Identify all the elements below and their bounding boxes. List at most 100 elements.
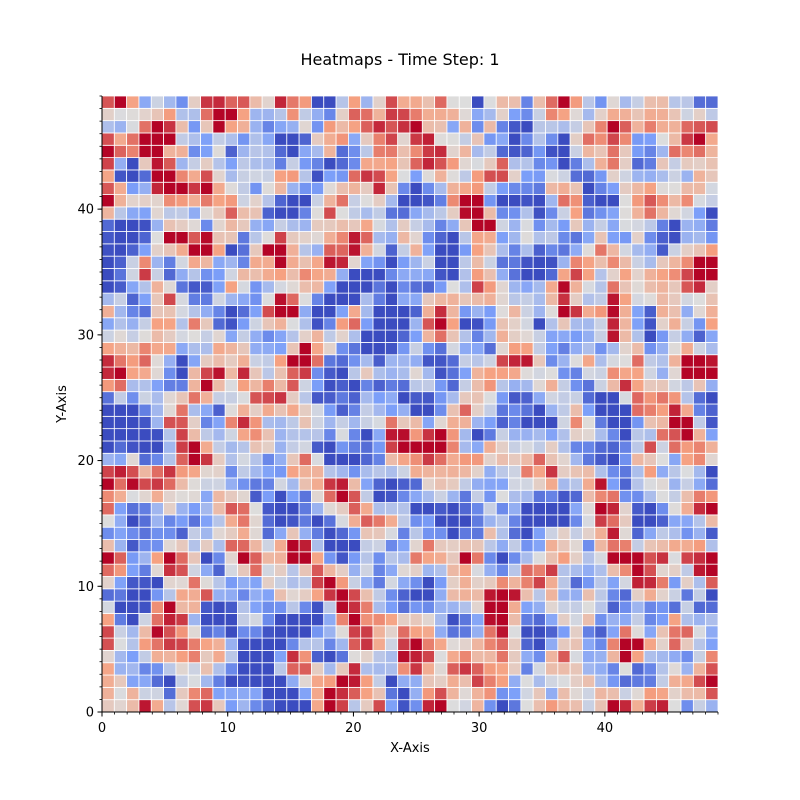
heatmap-cell xyxy=(274,502,288,516)
heatmap-cell xyxy=(113,613,128,627)
heatmap-cell xyxy=(126,662,140,676)
heatmap-cell xyxy=(261,378,275,393)
heatmap-cell xyxy=(569,243,583,257)
heatmap-cell xyxy=(569,662,583,676)
heatmap-cell xyxy=(237,169,251,183)
heatmap-cell xyxy=(101,144,115,158)
heatmap-cell xyxy=(286,699,300,713)
heatmap-cell xyxy=(545,403,559,417)
heatmap-cell xyxy=(286,107,300,122)
heatmap-cell xyxy=(421,502,436,516)
heatmap-cell xyxy=(434,391,448,405)
heatmap-cell xyxy=(200,317,214,331)
heatmap-cell xyxy=(656,181,670,195)
heatmap-cell xyxy=(360,132,374,146)
heatmap-cell xyxy=(446,132,460,146)
heatmap-cell xyxy=(582,625,596,639)
heatmap-cell xyxy=(347,132,362,146)
heatmap-cell xyxy=(631,243,645,257)
heatmap-cell xyxy=(446,280,460,294)
heatmap-cell xyxy=(249,539,263,553)
heatmap-cell xyxy=(434,292,448,306)
heatmap-cell xyxy=(619,662,633,676)
heatmap-cell xyxy=(113,366,128,380)
heatmap-cell xyxy=(138,341,152,356)
heatmap-cell xyxy=(372,477,386,491)
heatmap-cell xyxy=(508,378,522,393)
heatmap-cell xyxy=(212,403,226,417)
heatmap-cell xyxy=(360,477,374,491)
heatmap-cell xyxy=(705,588,719,602)
heatmap-cell xyxy=(150,329,164,343)
heatmap-cell xyxy=(594,489,608,503)
heatmap-cell xyxy=(175,206,189,220)
heatmap-cell xyxy=(619,157,633,171)
heatmap-cell xyxy=(409,206,423,220)
heatmap-cell xyxy=(680,686,694,701)
heatmap-cell xyxy=(495,576,509,590)
heatmap-cell xyxy=(619,502,633,516)
heatmap-cell xyxy=(458,576,472,590)
heatmap-cell xyxy=(569,440,583,454)
heatmap-cell xyxy=(347,243,362,257)
heatmap-cell xyxy=(520,650,534,664)
heatmap-cell xyxy=(557,144,571,158)
heatmap-cell xyxy=(335,514,349,528)
heatmap-cell xyxy=(212,305,226,319)
heatmap-cell xyxy=(643,637,657,651)
heatmap-cell xyxy=(421,686,436,701)
heatmap-cell xyxy=(175,317,189,331)
heatmap-cell xyxy=(656,452,670,466)
heatmap-cell xyxy=(680,292,694,306)
heatmap-cell xyxy=(668,576,682,590)
heatmap-cell xyxy=(520,218,534,232)
heatmap-cell xyxy=(323,452,337,466)
heatmap-cell xyxy=(323,662,337,676)
heatmap-cell xyxy=(508,292,522,306)
heatmap-cell xyxy=(150,563,164,577)
heatmap-cell xyxy=(680,354,694,368)
heatmap-cell xyxy=(249,403,263,417)
heatmap-cell xyxy=(520,600,534,614)
heatmap-cell xyxy=(643,341,657,356)
heatmap-cell xyxy=(631,157,645,171)
heatmap-cell xyxy=(274,243,288,257)
heatmap-cell xyxy=(582,699,596,713)
heatmap-cell xyxy=(471,403,485,417)
heatmap-cell xyxy=(175,686,189,701)
heatmap-cell xyxy=(138,489,152,503)
heatmap-cell xyxy=(274,613,288,627)
heatmap-cell xyxy=(705,292,719,306)
heatmap-cell xyxy=(569,341,583,356)
heatmap-cell xyxy=(631,317,645,331)
heatmap-cell xyxy=(421,551,436,565)
heatmap-cell xyxy=(471,341,485,356)
heatmap-cell xyxy=(163,489,177,503)
heatmap-cell xyxy=(631,132,645,146)
heatmap-cell xyxy=(631,231,645,245)
heatmap-cell xyxy=(360,391,374,405)
heatmap-cell xyxy=(705,699,719,713)
heatmap-cell xyxy=(692,378,707,393)
heatmap-cell xyxy=(582,465,596,479)
heatmap-cell xyxy=(212,107,226,122)
heatmap-cell xyxy=(692,391,707,405)
heatmap-cell xyxy=(557,341,571,356)
heatmap-cell xyxy=(323,120,337,134)
heatmap-cell xyxy=(347,452,362,466)
heatmap-cell xyxy=(606,637,620,651)
heatmap-cell xyxy=(520,231,534,245)
heatmap-cell xyxy=(471,686,485,701)
heatmap-cell xyxy=(384,354,399,368)
heatmap-cell xyxy=(668,255,682,269)
heatmap-cell xyxy=(668,280,682,294)
heatmap-cell xyxy=(150,551,164,565)
heatmap-cell xyxy=(347,637,362,651)
heatmap-cell xyxy=(643,218,657,232)
heatmap-cell xyxy=(483,341,497,356)
heatmap-cell xyxy=(274,329,288,343)
heatmap-cell xyxy=(594,95,608,109)
heatmap-cell xyxy=(631,268,645,282)
heatmap-cell xyxy=(113,378,128,393)
heatmap-cell xyxy=(261,231,275,245)
